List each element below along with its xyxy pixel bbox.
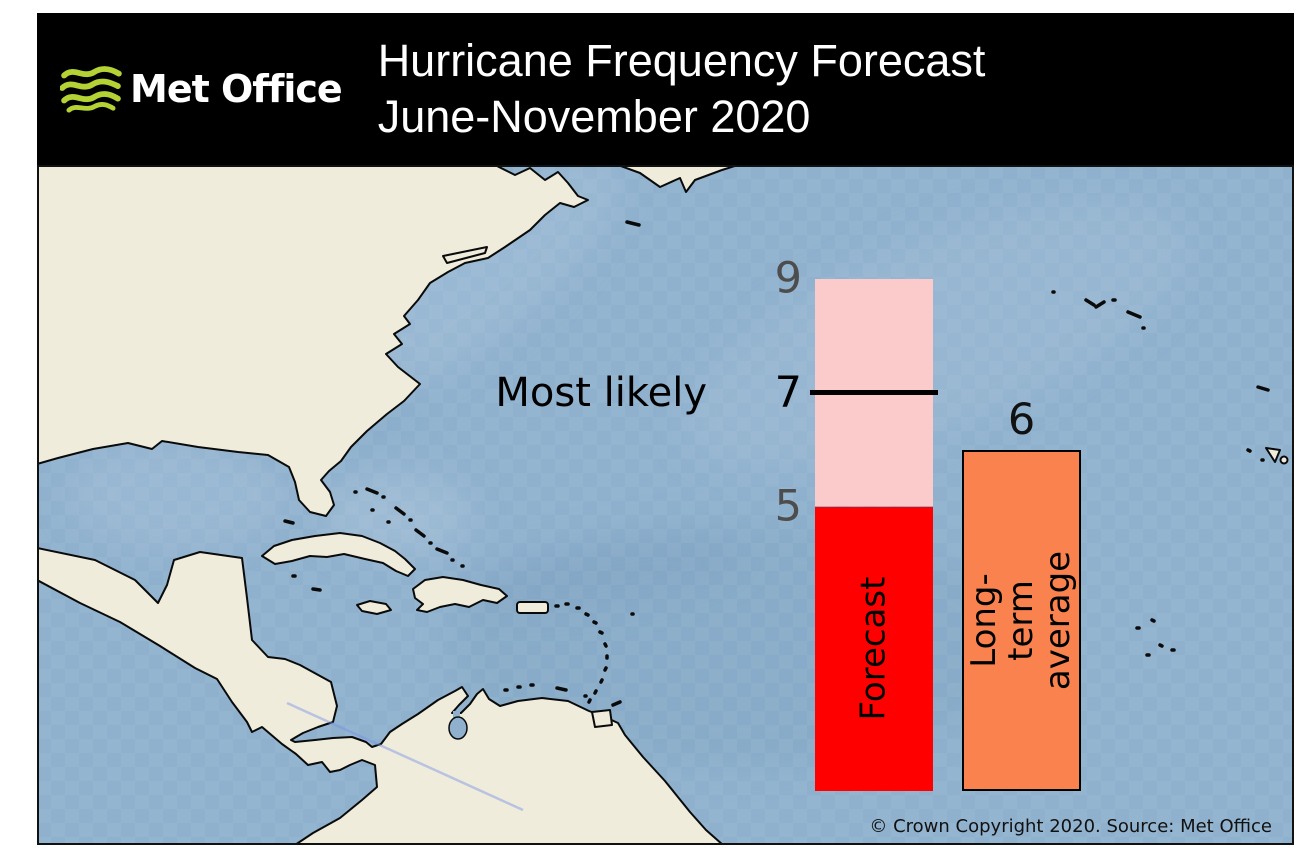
title-line-2: June-November 2020 <box>377 91 811 142</box>
tick-label-9: 9 <box>774 253 802 304</box>
long-island <box>442 246 488 264</box>
sea-route-line <box>286 701 524 812</box>
forecast-bar: Forecast <box>815 506 933 791</box>
central-south-america-landmass <box>39 547 723 843</box>
jamaica <box>356 600 392 615</box>
long-term-average-value: 6 <box>1007 394 1036 445</box>
brand-name: Met Office <box>130 67 343 111</box>
map-panel: Forecast Long-term average 9 7 5 Most li… <box>37 165 1294 845</box>
nova-scotia <box>620 167 735 193</box>
hispaniola <box>412 576 508 613</box>
forecast-bar-label: Forecast <box>853 576 894 721</box>
long-term-average-bar-label: Long-term average <box>964 550 1078 690</box>
infographic: Met Office Hurricane Frequency Forecast … <box>37 13 1294 845</box>
puerto-rico <box>516 601 549 614</box>
long-term-average-bar: Long-term average <box>962 449 1081 791</box>
page-title: Hurricane Frequency Forecast June-Novemb… <box>378 33 986 145</box>
canary-islands <box>1265 447 1281 463</box>
tick-label-7: 7 <box>774 367 802 418</box>
most-likely-line <box>810 390 938 396</box>
lake-maracaibo <box>448 711 468 740</box>
met-office-waves-icon <box>60 66 122 113</box>
atlantic-hurricane-map <box>39 167 1292 843</box>
header-bar: Met Office Hurricane Frequency Forecast … <box>37 13 1294 165</box>
trinidad <box>591 709 613 728</box>
canary-island <box>1279 455 1289 465</box>
copyright-notice: © Crown Copyright 2020. Source: Met Offi… <box>869 816 1272 837</box>
title-line-1: Hurricane Frequency Forecast <box>377 35 986 86</box>
met-office-logo: Met Office <box>60 64 343 114</box>
tick-label-5: 5 <box>774 481 802 531</box>
most-likely-annotation: Most likely <box>495 369 707 416</box>
small-islands <box>283 220 1270 707</box>
cuba <box>261 532 416 577</box>
